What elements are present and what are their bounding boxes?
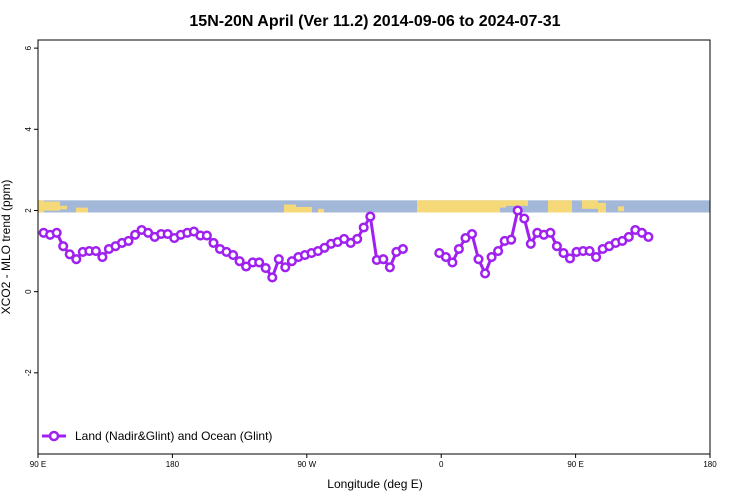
data-point <box>512 205 523 216</box>
x-tick-label: 90 W <box>297 460 316 469</box>
y-axis: -2 0 2 4 6 <box>24 45 38 376</box>
data-point <box>480 268 491 279</box>
data-point <box>280 262 291 273</box>
legend-label: Land (Nadir&Glint) and Ocean (Glint) <box>75 429 272 443</box>
data-point <box>267 272 278 283</box>
data-point <box>234 256 245 267</box>
data-point <box>260 263 271 274</box>
land-patch <box>296 207 312 213</box>
data-point <box>378 254 389 265</box>
land-patch <box>76 207 88 213</box>
ocean-strip <box>38 200 710 213</box>
data-point <box>558 248 569 259</box>
data-point <box>623 231 634 242</box>
legend: Land (Nadir&Glint) and Ocean (Glint) <box>42 429 272 443</box>
x-tick-label: 90 E <box>567 460 583 469</box>
y-tick-label: 0 <box>24 289 33 294</box>
legend-marker-swatch <box>48 430 60 442</box>
x-tick-label: 90 E <box>30 460 46 469</box>
data-point <box>519 213 530 224</box>
y-axis-label: XCO2 - MLO trend (ppm) <box>0 180 13 315</box>
y-tick-label: 4 <box>24 127 33 132</box>
data-point <box>358 222 369 233</box>
data-point <box>58 241 69 252</box>
data-point <box>453 243 464 255</box>
land-patch <box>500 200 506 208</box>
data-point <box>254 257 265 268</box>
data-point <box>564 253 576 264</box>
x-tick-label: 180 <box>166 460 180 469</box>
data-point <box>551 241 562 252</box>
y-tick-label: -2 <box>24 369 33 377</box>
land-patch <box>417 200 500 213</box>
x-tick-label: 0 <box>439 460 444 469</box>
land-patch <box>548 200 572 213</box>
data-point <box>545 227 556 238</box>
y-tick-label: 6 <box>24 45 33 50</box>
land-patch <box>60 205 67 210</box>
data-point <box>51 227 62 238</box>
data-point <box>643 231 654 242</box>
data-point <box>201 230 212 241</box>
land-patch <box>284 204 296 213</box>
data-point <box>447 257 458 268</box>
data-point <box>90 246 101 257</box>
data-point <box>466 228 478 240</box>
data-point <box>64 249 75 260</box>
land-patch <box>44 201 60 211</box>
data-point <box>584 246 595 257</box>
data-point <box>473 254 484 265</box>
data-point <box>591 252 602 263</box>
chart-title: 15N-20N April (Ver 11.2) 2014-09-06 to 2… <box>189 13 560 30</box>
x-axis-label: Longitude (deg E) <box>327 477 422 491</box>
data-point <box>486 252 497 263</box>
land-patch <box>598 202 606 213</box>
data-point <box>384 262 395 273</box>
land-patch <box>318 208 324 213</box>
x-tick-label: 180 <box>703 460 717 469</box>
data-point <box>506 234 517 245</box>
land-patch <box>38 200 44 213</box>
data-point <box>352 233 363 244</box>
data-point <box>97 252 108 263</box>
data-point <box>525 238 536 249</box>
series-layer <box>38 205 654 283</box>
data-point <box>208 237 219 248</box>
land-ocean-band <box>38 200 710 213</box>
data-point <box>71 254 82 265</box>
data-point <box>273 254 284 265</box>
y-tick-label: 2 <box>24 208 33 213</box>
data-point <box>123 235 134 246</box>
data-point <box>493 246 504 257</box>
data-point <box>397 243 408 255</box>
data-point <box>365 211 376 222</box>
land-patch <box>618 206 624 212</box>
x-axis: 90 E 180 90 W 0 90 E 180 <box>30 454 717 469</box>
land-patch <box>582 200 598 209</box>
data-point <box>228 250 239 261</box>
data-point <box>130 229 141 240</box>
data-point <box>440 252 451 263</box>
plot-frame <box>37 39 711 455</box>
land-patch <box>506 200 528 206</box>
